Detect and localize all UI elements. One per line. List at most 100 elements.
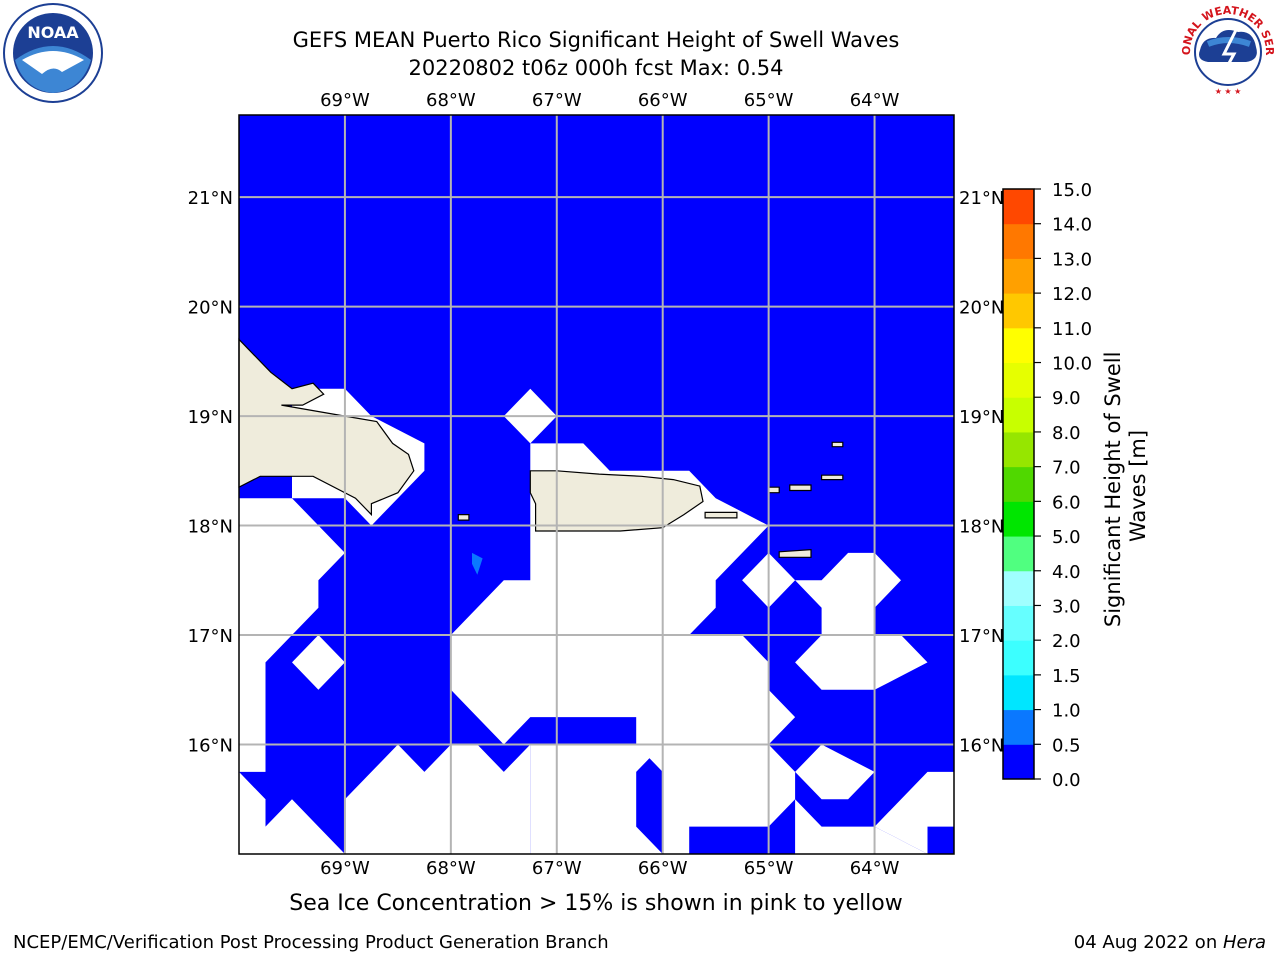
islet-land bbox=[768, 486, 780, 494]
colorbar-tick-label: 2.0 bbox=[1052, 631, 1081, 652]
lat-label-right: 16°N bbox=[959, 736, 1004, 757]
colorbar-tick-label: 6.0 bbox=[1052, 492, 1081, 513]
map-subtitle: 20220802 t06z 000h fcst Max: 0.54 bbox=[408, 56, 784, 80]
noaa-logo-icon: NOAA bbox=[3, 3, 103, 103]
colorbar-tick-label: 3.0 bbox=[1052, 596, 1081, 617]
colorbar-tick-label: 0.5 bbox=[1052, 735, 1081, 756]
missing-data-cell bbox=[874, 771, 954, 854]
lon-label-top: 66°W bbox=[638, 90, 688, 111]
svg-text:★ ★ ★: ★ ★ ★ bbox=[1215, 87, 1242, 96]
footer-host: Hera bbox=[1222, 932, 1266, 953]
colorbar-swatch bbox=[1003, 674, 1034, 711]
footer-date-text: 04 Aug 2022 on bbox=[1073, 932, 1223, 953]
lon-label-bottom: 66°W bbox=[638, 858, 688, 879]
islet-land bbox=[778, 548, 812, 558]
colorbar-tick-label: 7.0 bbox=[1052, 458, 1081, 479]
colorbar-swatch bbox=[1003, 570, 1034, 606]
lat-label-right: 20°N bbox=[959, 298, 1004, 319]
colorbar-tick-label: 4.0 bbox=[1052, 562, 1081, 583]
colorbar-swatch bbox=[1003, 223, 1034, 259]
lon-label-top: 65°W bbox=[744, 90, 794, 111]
colorbar: 0.0 0.5 1.0 1.5 2.0 3.0 4.0 5.0 6.0 7.0 8.0 9.0 10.0… bbox=[1002, 180, 1150, 791]
colorbar-swatch bbox=[1003, 466, 1034, 502]
colorbar-tick-label: 15.0 bbox=[1052, 180, 1092, 201]
colorbar-swatch bbox=[1003, 327, 1034, 364]
map-title: GEFS MEAN Puerto Rico Significant Height… bbox=[292, 28, 900, 52]
lon-label-top: 67°W bbox=[532, 90, 582, 111]
lon-labels-bottom: 69°W 68°W 67°W 66°W 65°W 64°W bbox=[320, 858, 900, 879]
lat-label-left: 18°N bbox=[188, 517, 233, 538]
missing-data-cell bbox=[239, 388, 345, 772]
colorbar-label: Significant Height of Swell Waves [m] bbox=[1101, 345, 1150, 627]
lat-label-left: 16°N bbox=[188, 736, 233, 757]
nws-logo-icon: NATIONAL WEATHER SERVICE ★ ★ ★ bbox=[1178, 2, 1276, 100]
colorbar-swatch bbox=[1003, 293, 1034, 329]
lon-label-bottom: 67°W bbox=[532, 858, 582, 879]
colorbar-swatch bbox=[1003, 709, 1034, 745]
swell-0.5-cell bbox=[472, 552, 483, 575]
footer-date: 04 Aug 2022 on Hera bbox=[1074, 932, 1266, 953]
colorbar-tick-label: 1.0 bbox=[1052, 701, 1081, 722]
lat-label-right: 21°N bbox=[959, 188, 1004, 209]
lat-label-left: 19°N bbox=[188, 407, 233, 428]
colorbar-frame bbox=[1002, 188, 1035, 780]
lon-label-bottom: 68°W bbox=[426, 858, 476, 879]
missing-data-cell bbox=[344, 744, 531, 854]
lat-label-left: 21°N bbox=[188, 188, 233, 209]
missing-data-areas bbox=[239, 388, 954, 854]
missing-data-cell bbox=[795, 635, 928, 690]
colorbar-swatch bbox=[1003, 501, 1034, 537]
lon-labels-top: 69°W 68°W 67°W 66°W 65°W 64°W bbox=[320, 90, 900, 111]
hispaniola-land bbox=[238, 337, 415, 517]
lon-label-bottom: 65°W bbox=[744, 858, 794, 879]
gridlines bbox=[239, 115, 954, 854]
colorbar-swatch bbox=[1003, 536, 1034, 572]
colorbar-tick-label: 12.0 bbox=[1052, 284, 1092, 305]
lat-labels-right: 21°N 20°N 19°N 18°N 17°N 16°N bbox=[959, 188, 1004, 756]
land-masses bbox=[238, 337, 844, 558]
missing-data-cell bbox=[292, 635, 345, 690]
colorbar-tick-label: 14.0 bbox=[1052, 215, 1092, 236]
islet-land bbox=[831, 441, 844, 448]
islet-land bbox=[704, 511, 738, 519]
colorbar-swatch bbox=[1003, 744, 1034, 780]
colorbar-swatch bbox=[1003, 189, 1034, 225]
lat-label-right: 18°N bbox=[959, 517, 1004, 538]
missing-data-cell bbox=[795, 744, 875, 800]
puerto-rico-land bbox=[529, 470, 704, 532]
colorbar-tick-label: 13.0 bbox=[1052, 249, 1092, 270]
lat-label-left: 20°N bbox=[188, 298, 233, 319]
lat-label-right: 19°N bbox=[959, 407, 1004, 428]
colorbar-tick-label: 0.0 bbox=[1052, 770, 1081, 791]
lat-labels-left: 21°N 20°N 19°N 18°N 17°N 16°N bbox=[188, 188, 233, 756]
islet-land bbox=[789, 484, 812, 492]
noaa-logo-text: NOAA bbox=[27, 23, 79, 42]
colorbar-tick-label: 10.0 bbox=[1052, 354, 1092, 375]
lon-label-bottom: 64°W bbox=[850, 858, 900, 879]
colorbar-tick-label: 8.0 bbox=[1052, 423, 1081, 444]
missing-data-cell bbox=[795, 799, 928, 854]
islet-land bbox=[457, 514, 470, 521]
map-frame bbox=[238, 114, 955, 855]
colorbar-swatch bbox=[1003, 640, 1034, 676]
colorbar-swatch bbox=[1003, 431, 1034, 468]
map-area: 69°W 68°W 67°W 66°W 65°W 64°W 69°W 68°W 67°W 66°… bbox=[188, 90, 1005, 879]
colorbar-tick-label: 11.0 bbox=[1052, 319, 1092, 340]
colorbar-swatch bbox=[1003, 362, 1034, 398]
missing-data-cell bbox=[530, 744, 663, 854]
missing-data-cell bbox=[265, 799, 345, 854]
lon-label-top: 68°W bbox=[426, 90, 476, 111]
colorbar-swatch bbox=[1003, 605, 1034, 641]
lat-label-left: 17°N bbox=[188, 626, 233, 647]
colorbar-swatch bbox=[1003, 397, 1034, 433]
colorbar-tick-label: 9.0 bbox=[1052, 388, 1081, 409]
islet-land bbox=[821, 474, 844, 481]
missing-data-cell bbox=[239, 771, 266, 854]
colorbar-tick-label: 1.5 bbox=[1052, 666, 1081, 687]
lat-label-right: 17°N bbox=[959, 626, 1004, 647]
colorbar-tick-label: 5.0 bbox=[1052, 527, 1081, 548]
lon-label-top: 64°W bbox=[850, 90, 900, 111]
lon-label-bottom: 69°W bbox=[320, 858, 370, 879]
colorbar-swatch bbox=[1003, 258, 1034, 294]
